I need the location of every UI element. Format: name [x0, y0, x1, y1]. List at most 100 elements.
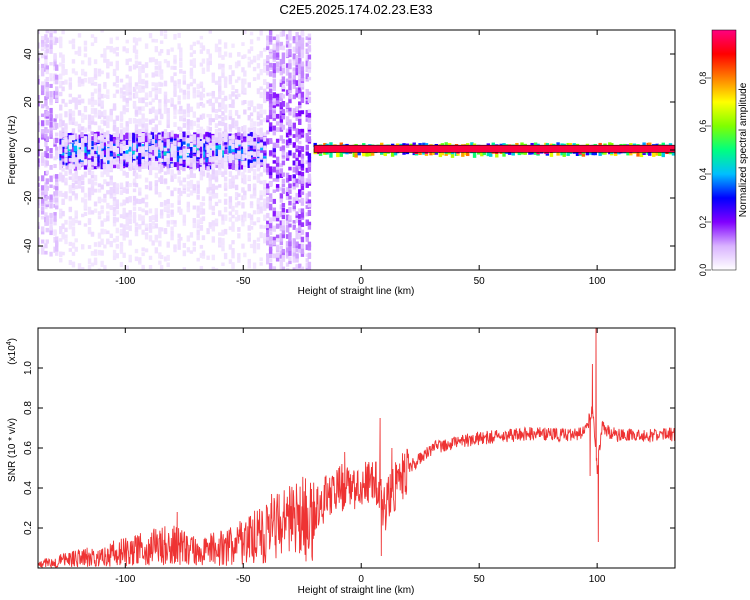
heatmap-cell [141, 64, 145, 70]
heatmap-cell [268, 203, 273, 209]
heatmap-cell [237, 164, 241, 171]
heatmap-cell [196, 123, 200, 129]
heatmap-cell [272, 58, 277, 62]
snr-ytick-label: 0.6 [23, 441, 34, 455]
heatmap-cell [201, 45, 206, 51]
snr-ytick-label: 1.0 [23, 361, 34, 375]
heatmap-cell [305, 178, 309, 183]
heatmap-cell [125, 153, 129, 160]
heatmap-cell [125, 58, 129, 66]
heatmap-cell [201, 128, 206, 135]
heatmap-cell [59, 43, 63, 49]
heatmap-cell [256, 161, 261, 168]
heatmap-cell [100, 220, 104, 227]
heatmap-cell [307, 160, 312, 167]
heatmap-cell [107, 157, 111, 164]
heatmap-cell [354, 151, 358, 158]
heatmap-cell [132, 146, 137, 151]
heatmap-cell [272, 160, 277, 164]
heatmap-cell [206, 66, 210, 72]
heatmap-cell [40, 239, 45, 244]
heatmap-cell [106, 130, 110, 136]
heatmap-cell [234, 110, 239, 116]
heatmap-cell [134, 82, 139, 87]
heatmap-cell [279, 41, 284, 47]
heatmap-cell [211, 220, 216, 226]
heatmap-cell [234, 161, 239, 168]
heatmap-cell [93, 157, 98, 163]
heatmap-cell [100, 184, 104, 190]
heatmap-cell [208, 126, 213, 132]
heatmap-cell [241, 171, 245, 178]
heatmap-cell [192, 120, 196, 127]
heatmap-cell [237, 233, 241, 239]
heatmap-cell [234, 159, 239, 165]
heatmap-cell [281, 124, 286, 130]
heatmap-cell [159, 212, 164, 219]
heatmap-cell [49, 30, 53, 31]
heatmap-cell [97, 149, 102, 155]
heatmap-cell [298, 208, 302, 213]
heatmap-cell [234, 165, 239, 172]
heatmap-cell [199, 114, 204, 120]
heatmap-cell [186, 110, 191, 116]
heatmap-cell [77, 33, 82, 38]
heatmap-cell [90, 77, 95, 84]
heatmap-cell [80, 156, 85, 161]
heatmap-cell [231, 137, 235, 144]
heatmap-cell [45, 160, 49, 166]
heatmap-cell [272, 43, 277, 49]
heatmap-cell [266, 259, 270, 265]
heatmap-cell [83, 165, 88, 170]
heatmap-cell [159, 113, 164, 120]
heatmap-cell [305, 132, 309, 137]
heatmap-cell [112, 188, 117, 194]
heatmap-cell [100, 163, 104, 170]
heatmap-cell [237, 140, 241, 145]
heatmap-cell [279, 240, 284, 246]
heatmap-cell [158, 99, 162, 103]
heatmap-cell [511, 151, 515, 156]
heatmap-cell [307, 112, 312, 118]
heatmap-cell [128, 183, 132, 187]
heatmap-cell [74, 185, 78, 190]
heatmap-cell [93, 112, 98, 118]
heatmap-cell [208, 114, 213, 119]
heatmap-cell [256, 145, 261, 150]
heatmap-cell [199, 131, 204, 138]
heatmap-cell [228, 244, 233, 250]
heatmap-cell [59, 80, 63, 86]
heatmap-cell [259, 119, 263, 126]
heatmap-cell [173, 246, 177, 253]
heatmap-cell [196, 219, 200, 224]
heatmap-cell [87, 136, 92, 142]
heatmap-cell [243, 130, 247, 137]
heatmap-cell [231, 248, 235, 254]
heatmap-cell [295, 106, 299, 112]
heatmap-cell [214, 129, 219, 136]
heatmap-cell [166, 168, 170, 175]
heatmap-cell [218, 168, 222, 175]
heatmap-cell [90, 152, 95, 157]
heatmap-cell [40, 192, 45, 199]
heatmap-cell [186, 141, 191, 147]
heatmap-cell [298, 191, 302, 198]
heatmap-cell [115, 227, 120, 234]
heatmap-cell [128, 166, 132, 171]
heatmap-cell [109, 186, 113, 194]
heatmap-cell [218, 139, 222, 145]
heatmap-cell [154, 65, 159, 70]
heatmap-cell [40, 191, 45, 196]
heatmap-cell [61, 86, 65, 92]
heatmap-cell [658, 151, 662, 156]
heatmap-cell [237, 169, 241, 176]
heatmap-cell [199, 126, 204, 134]
heatmap-cell [97, 211, 102, 216]
heatmap-cell [177, 176, 181, 183]
heatmap-cell [275, 172, 280, 179]
heatmap-cell [256, 158, 261, 165]
heatmap-cell [480, 150, 484, 157]
heatmap-cell [249, 131, 254, 139]
heatmap-cell [259, 109, 263, 114]
heatmap-cell [144, 226, 149, 231]
